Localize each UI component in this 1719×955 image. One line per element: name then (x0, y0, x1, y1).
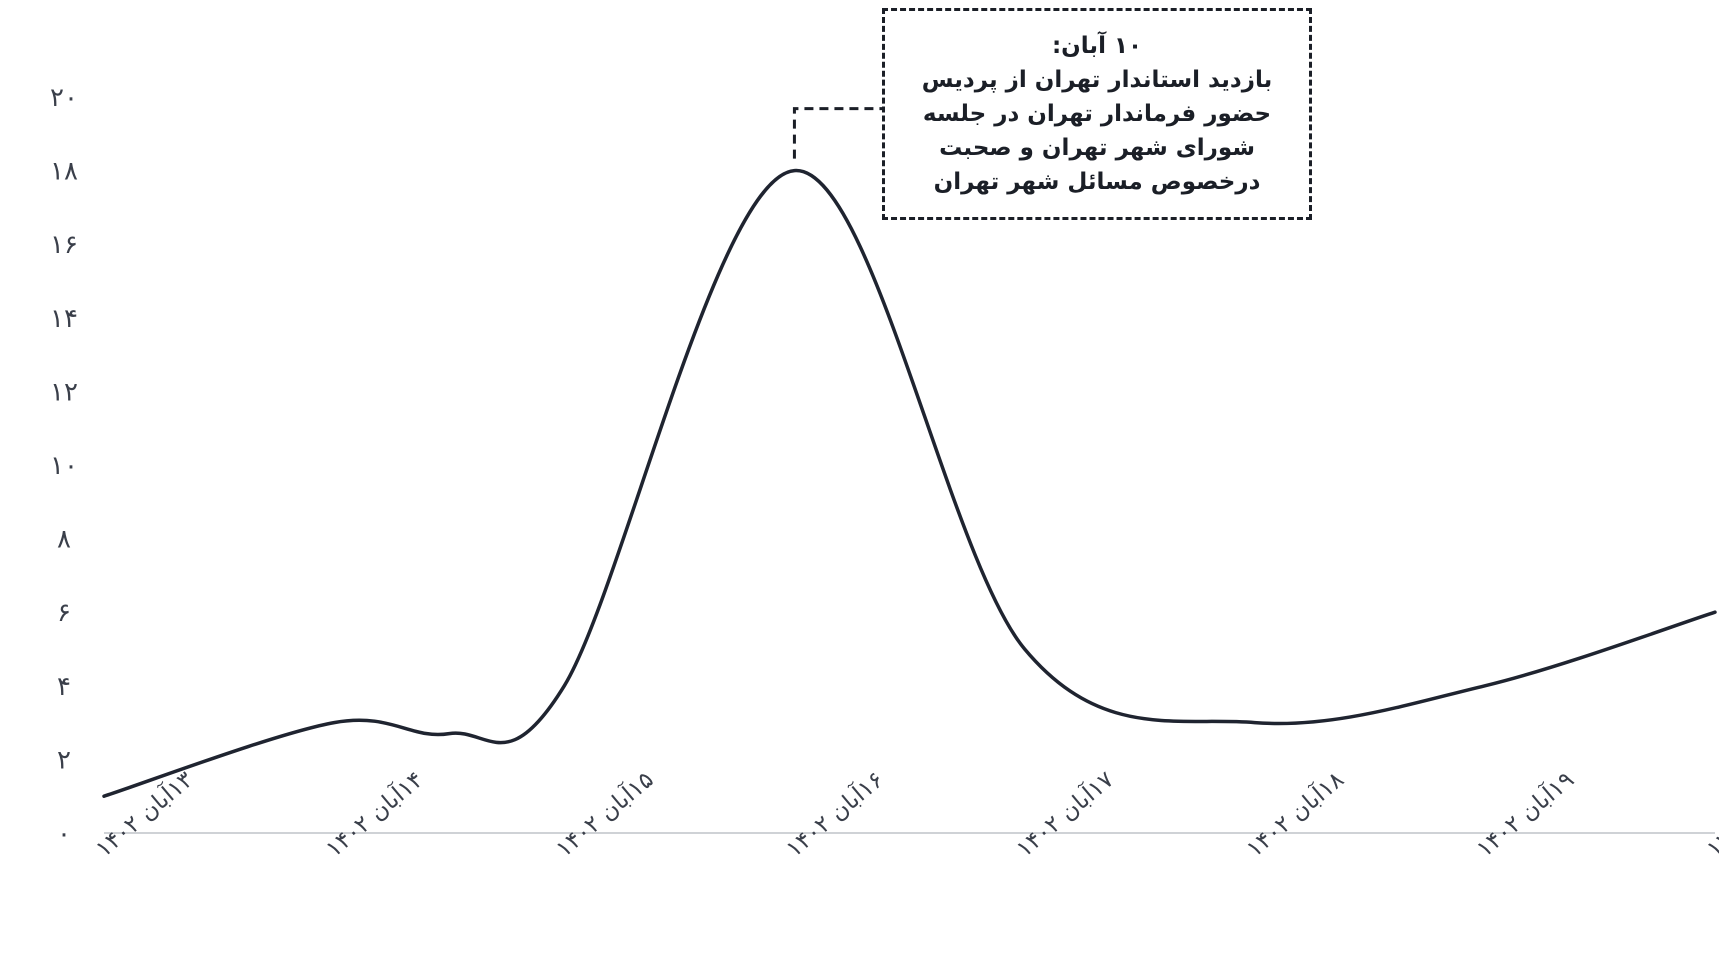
annotation-line: شورای شهر تهران و صحبت (939, 135, 1255, 161)
x-tick-label: ۱۹آبان ۱۴۰۲ (1471, 765, 1580, 862)
series-line (102, 168, 1717, 798)
y-tick-label: ۲۰ (50, 83, 78, 113)
x-tick-label: ۱۵آبان ۱۴۰۲ (550, 765, 659, 862)
y-tick-label: ۱۴ (50, 304, 78, 334)
y-tick-labels: ۰ ۲ ۴ ۶ ۸ ۱۰ ۱۲ ۱۴ ۱۶ ۱۸ ۲۰ (50, 83, 78, 849)
y-tick-label: ۱۶ (50, 230, 78, 260)
callout-connector (792, 107, 882, 159)
annotation-line: حضور فرماندار تهران در جلسه (922, 101, 1272, 127)
y-tick-label: ۶ (57, 598, 71, 628)
x-tick-label: ۱۶آبان ۱۴۰۲ (780, 765, 889, 862)
x-tick-label: ۱۸آبان ۱۴۰۲ (1241, 765, 1350, 862)
y-tick-label: ۱۰ (50, 451, 78, 481)
y-tick-label: ۱۲ (50, 377, 78, 407)
x-tick-label: ۲۰آبان ۱۴۰۲ (1701, 765, 1719, 862)
x-tick-label: ۱۴آبان ۱۴۰۲ (320, 765, 429, 862)
x-tick-labels: ۱۳آبان ۱۴۰۲ ۱۴آبان ۱۴۰۲ ۱۵آبان ۱۴۰۲ ۱۶آبان … (90, 765, 1719, 862)
y-tick-label: ۸ (57, 525, 71, 555)
x-tick-label: ۱۳آبان ۱۴۰۲ (90, 765, 199, 862)
y-tick-label: ۲ (57, 745, 71, 775)
annotation-line: بازدید استاندار تهران از پردیس (921, 67, 1273, 93)
annotation-box: ۱۰ آبان: بازدید استاندار تهران از پردیس … (882, 8, 1312, 220)
annotation-date: ۱۰ آبان: (1051, 33, 1143, 59)
x-tick-label: ۱۷آبان ۱۴۰۲ (1010, 765, 1119, 862)
y-tick-label: ۴ (57, 672, 71, 702)
y-tick-label: ۰ (57, 819, 71, 849)
y-tick-label: ۱۸ (50, 157, 78, 187)
annotation-line: درخصوص مسائل شهر تهران (933, 169, 1261, 195)
